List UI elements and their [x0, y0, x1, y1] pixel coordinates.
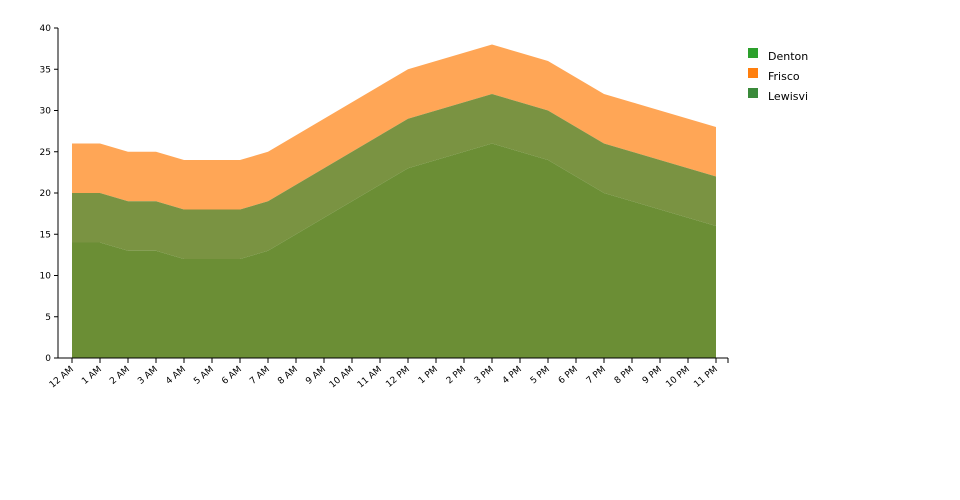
x-tick-label: 12 PM [384, 365, 412, 390]
x-tick-label: 10 AM [328, 365, 356, 391]
x-tick-label: 7 AM [248, 365, 272, 387]
x-tick-label: 4 PM [501, 365, 524, 387]
y-tick-label: 15 [40, 230, 51, 240]
x-tick-label: 6 AM [220, 365, 244, 387]
x-tick-label: 11 AM [356, 365, 384, 391]
x-tick-label: 11 PM [692, 365, 720, 390]
areas-layer [72, 44, 716, 358]
y-tick-label: 0 [45, 354, 51, 364]
y-tick-label: 30 [40, 107, 52, 117]
legend-swatch [748, 48, 758, 58]
y-tick-label: 40 [40, 24, 52, 34]
x-tick-label: 12 AM [48, 365, 76, 391]
x-tick-label: 8 PM [613, 365, 636, 387]
y-tick-label: 5 [45, 313, 51, 323]
legend-swatch [748, 88, 758, 98]
x-tick-label: 2 PM [445, 365, 468, 387]
x-tick-label: 7 PM [585, 365, 608, 387]
legend-label: Denton [768, 50, 808, 63]
x-tick-label: 6 PM [557, 365, 580, 387]
y-tick-label: 35 [40, 65, 51, 75]
x-tick-label: 4 AM [164, 365, 188, 387]
legend: Denton Frisco Lewisvi [748, 48, 808, 103]
legend-label: Frisco [768, 70, 800, 83]
x-tick-label: 5 PM [529, 365, 552, 387]
y-tick-label: 20 [40, 189, 52, 199]
legend-label: Lewisvi [768, 90, 808, 103]
x-tick-label: 3 PM [473, 365, 496, 387]
x-tick-label: 1 AM [80, 365, 104, 387]
x-tick-label: 9 AM [304, 365, 328, 387]
y-tick-label: 10 [40, 272, 52, 282]
x-tick-label: 2 AM [108, 365, 132, 387]
x-tick-label: 9 PM [641, 365, 664, 387]
x-tick-label: 5 AM [192, 365, 216, 387]
x-tick-label: 10 PM [664, 365, 692, 390]
area-lewisvi [72, 143, 716, 358]
x-tick-label: 3 AM [136, 365, 160, 387]
legend-swatch [748, 68, 758, 78]
x-tick-label: 1 PM [417, 365, 440, 387]
y-tick-label: 25 [40, 148, 51, 158]
x-tick-label: 8 AM [276, 365, 300, 387]
